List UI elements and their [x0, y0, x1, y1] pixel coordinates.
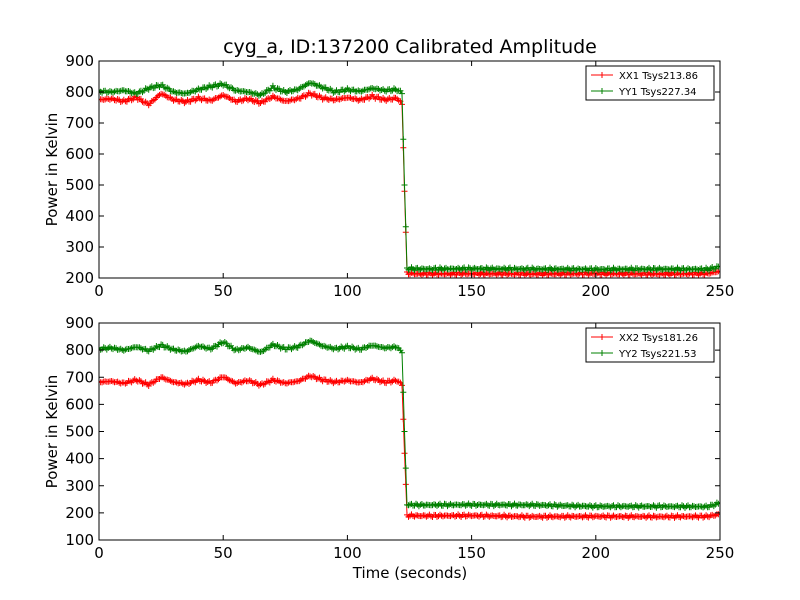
x-tick-label: 250 [706, 282, 735, 300]
y-tick-label: 400 [65, 207, 94, 225]
y-tick-label: 800 [65, 83, 94, 101]
bottom-x-axis-label: Time (seconds) [352, 564, 468, 582]
series-markers [99, 80, 720, 274]
panel-2: 0 50 100 150 200 250 100 200 300 400 500 600 700 800 9… [43, 314, 734, 562]
legend-marker [599, 88, 605, 94]
y-tick-label: 600 [65, 145, 94, 163]
y-tick-label: 700 [65, 368, 94, 386]
x-tick-label: 200 [581, 544, 610, 562]
panel-1: 0 50 100 150 200 250 200 300 400 500 600 700 800 900 P… [43, 52, 734, 300]
y-tick-label: 200 [65, 269, 94, 287]
x-tick-label: 250 [706, 544, 735, 562]
y-tick-label: 400 [65, 450, 94, 468]
chart-title: cyg_a, ID:137200 Calibrated Amplitude [223, 36, 597, 58]
y-tick-label: 700 [65, 114, 94, 132]
plot-area-2 [99, 337, 720, 521]
legend-entry: XX1 Tsys213.86 [619, 71, 698, 82]
series-line [99, 340, 720, 509]
legend-entry: YY1 Tsys227.34 [618, 87, 697, 98]
x-tick-label: 50 [214, 282, 233, 300]
y-tick-label: 600 [65, 395, 94, 413]
y-tick-label: 500 [65, 423, 94, 441]
y-tick-label: 900 [65, 52, 94, 70]
y-tick-label: 100 [65, 531, 94, 549]
x-tick-label: 0 [94, 544, 104, 562]
x-tick-label: 200 [581, 282, 610, 300]
legend-marker [599, 350, 605, 356]
y-tick-label: 300 [65, 238, 94, 256]
legend: XX2 Tsys181.26 YY2 Tsys221.53 [585, 327, 715, 363]
x-tick-label: 150 [457, 544, 486, 562]
legend-entry: XX2 Tsys181.26 [619, 333, 698, 344]
plot-area-1 [99, 80, 720, 278]
y-tick-label: 500 [65, 176, 94, 194]
legend-frame [585, 65, 715, 101]
legend: XX1 Tsys213.86 YY1 Tsys227.34 [585, 65, 715, 101]
x-tick-label: 100 [333, 544, 362, 562]
series-markers [99, 337, 720, 511]
series-1 [99, 372, 720, 521]
series-line [99, 375, 720, 519]
y-tick-label: 900 [65, 314, 94, 332]
plot-frame [98, 60, 721, 279]
series-markers [99, 372, 720, 521]
series-2 [99, 80, 720, 274]
y-tick-label: 800 [65, 341, 94, 359]
x-tick-label: 100 [333, 282, 362, 300]
y-axis-label: Power in Kelvin [43, 375, 61, 489]
y-tick-label: 300 [65, 477, 94, 495]
legend-marker [599, 72, 605, 78]
legend-marker [599, 334, 605, 340]
x-tick-label: 150 [457, 282, 486, 300]
x-tick-label: 0 [94, 282, 104, 300]
y-tick-label: 200 [65, 504, 94, 522]
series-markers [99, 89, 720, 278]
series-1 [99, 89, 720, 278]
x-tick-label: 50 [214, 544, 233, 562]
series-line [99, 92, 720, 277]
legend-entry: YY2 Tsys221.53 [618, 349, 697, 360]
series-line [99, 82, 720, 272]
legend-frame [585, 327, 715, 363]
y-axis-label: Power in Kelvin [43, 113, 61, 227]
series-2 [99, 337, 720, 511]
